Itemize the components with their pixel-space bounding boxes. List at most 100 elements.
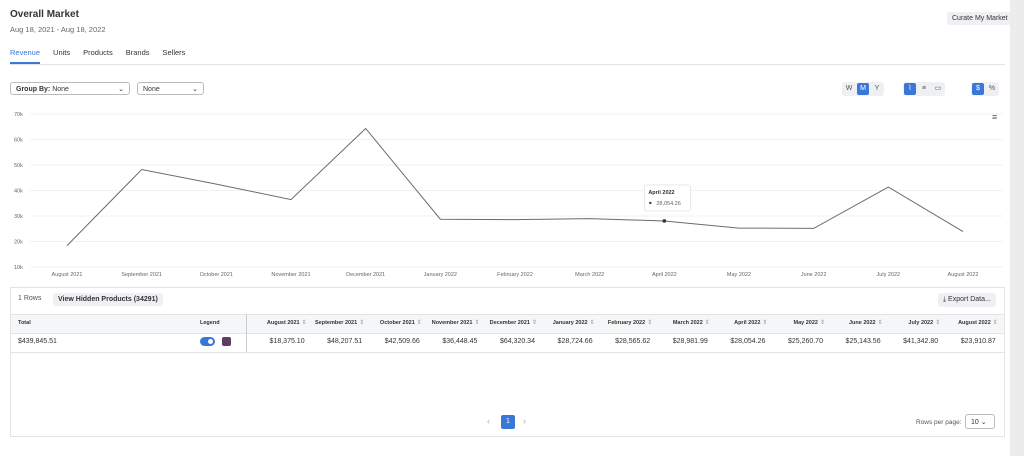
table-panel	[10, 287, 1005, 437]
tab[interactable]: Products	[83, 48, 113, 57]
x-tick-label: May 2022	[727, 272, 751, 278]
line-chart-button[interactable]: ⌇	[904, 83, 916, 95]
column-header: June 2022	[848, 320, 876, 326]
current-page[interactable]: 1	[501, 415, 515, 429]
sort-icon: ⇕	[589, 320, 595, 326]
column-header: August 2021	[266, 320, 300, 326]
scrollbar-area	[1010, 0, 1024, 456]
period-button[interactable]: W	[845, 85, 853, 92]
tabs: Revenue Units Products Brands Sellers	[10, 48, 198, 64]
table-header	[11, 314, 1004, 334]
cell-value: $18,375.10	[269, 338, 305, 345]
y-tick-label: 50k	[14, 163, 23, 169]
column-header: December 2021	[489, 320, 530, 326]
period-button[interactable]: Y	[874, 85, 880, 92]
chart-menu[interactable]: ≡	[992, 112, 998, 122]
sort-icon: ⇕	[532, 320, 538, 326]
cell-value: $42,509.66	[384, 338, 420, 345]
bar-chart-button[interactable]: ≡	[921, 85, 927, 92]
export-label: Export Data...	[948, 296, 991, 303]
y-tick-label: 60k	[14, 138, 23, 144]
rows-per-page-select[interactable]: 10 ⌄	[965, 414, 995, 429]
curate-button[interactable]: Curate My Market	[947, 12, 1013, 25]
y-tick-label: 30k	[14, 214, 23, 220]
cell-value: $64,320.34	[499, 338, 535, 345]
sort-icon: ⇕	[820, 320, 826, 326]
column-header: February 2022	[607, 320, 646, 326]
x-tick-label: October 2021	[200, 272, 233, 278]
column-header: November 2021	[431, 320, 473, 326]
cell-value: $41,342.80	[903, 338, 939, 345]
column-header: October 2021	[379, 320, 415, 326]
x-tick-label: August 2022	[948, 272, 979, 278]
x-tick-label: June 2022	[801, 272, 827, 278]
cell-value: $28,565.62	[615, 338, 651, 345]
y-tick-label: 40k	[14, 189, 23, 195]
cell-value: $36,448.45	[442, 338, 478, 345]
tab[interactable]: Sellers	[162, 48, 186, 57]
tab[interactable]: Brands	[125, 48, 150, 57]
sort-icon: ⇕	[359, 320, 365, 326]
column-header: July 2022	[908, 320, 934, 326]
x-tick-label: July 2022	[877, 272, 901, 278]
period-button[interactable]: M	[857, 83, 869, 95]
cell-value: $28,054.26	[730, 338, 766, 345]
export-button[interactable]: ⤓ Export Data...	[938, 293, 996, 307]
prev-page[interactable]: ‹	[487, 416, 490, 426]
secondary-select-value: None	[143, 86, 160, 93]
column-header: March 2022	[672, 320, 703, 326]
unit-button[interactable]: %	[988, 85, 996, 92]
x-tick-label: November 2021	[271, 272, 310, 278]
cell-value: $28,981.99	[672, 338, 708, 345]
column-divider	[246, 314, 247, 352]
x-tick-label: April 2022	[652, 272, 677, 278]
column-header: January 2022	[552, 320, 588, 326]
group-by-select[interactable]: Group By: None ⌄	[10, 82, 130, 95]
tooltip-value: 28,054.26	[656, 201, 680, 207]
chart-type-toggle: ⌇ ≡ ▭	[903, 82, 945, 96]
x-tick-label: February 2022	[497, 272, 533, 278]
sort-icon: ⇕	[474, 320, 480, 326]
sort-icon: ⇕	[301, 320, 307, 326]
group-by-label: Group By:	[16, 86, 51, 93]
next-page[interactable]: ›	[523, 416, 526, 426]
tooltip-dot	[649, 201, 652, 205]
x-tick-label: December 2021	[346, 272, 385, 278]
area-chart-button[interactable]: ▭	[934, 85, 942, 92]
tab[interactable]: Units	[53, 48, 71, 57]
cell-value: $25,143.56	[845, 338, 881, 345]
legend-toggle[interactable]	[200, 337, 215, 346]
cell-value: $48,207.51	[327, 338, 363, 345]
y-tick-label: 20k	[14, 240, 23, 246]
column-header: April 2022	[734, 320, 761, 326]
column-header: September 2021	[314, 320, 358, 326]
line	[66, 127, 964, 246]
x-tick-label: March 2022	[575, 272, 604, 278]
cell-value: $23,910.87	[960, 338, 996, 345]
cell-value: $25,260.70	[787, 338, 823, 345]
total-value: $439,845.51	[18, 338, 57, 345]
header-total: Total	[18, 320, 31, 326]
row-border	[11, 352, 1004, 353]
column-header: August 2022	[958, 320, 991, 326]
unit-button[interactable]: $	[972, 83, 984, 95]
x-tick-label: January 2022	[424, 272, 457, 278]
tab[interactable]: Revenue	[10, 48, 41, 64]
tooltip-title: April 2022	[648, 190, 674, 196]
sort-icon: ⇕	[647, 320, 653, 326]
column-header: May 2022	[793, 320, 818, 326]
sort-icon: ⇕	[992, 320, 998, 326]
secondary-select[interactable]: None ⌄	[137, 82, 204, 95]
sort-icon: ⇕	[416, 320, 422, 326]
group-by-value: None	[52, 86, 69, 93]
hover-point	[662, 219, 667, 223]
row-count: 1 Rows	[18, 295, 42, 302]
unit-toggle: $%	[971, 82, 999, 96]
sort-icon: ⇕	[762, 320, 768, 326]
legend-swatch	[222, 337, 231, 346]
y-tick-label: 70k	[14, 112, 23, 118]
sort-icon: ⇕	[935, 320, 941, 326]
hidden-products-button[interactable]: View Hidden Products (34291)	[53, 293, 163, 306]
